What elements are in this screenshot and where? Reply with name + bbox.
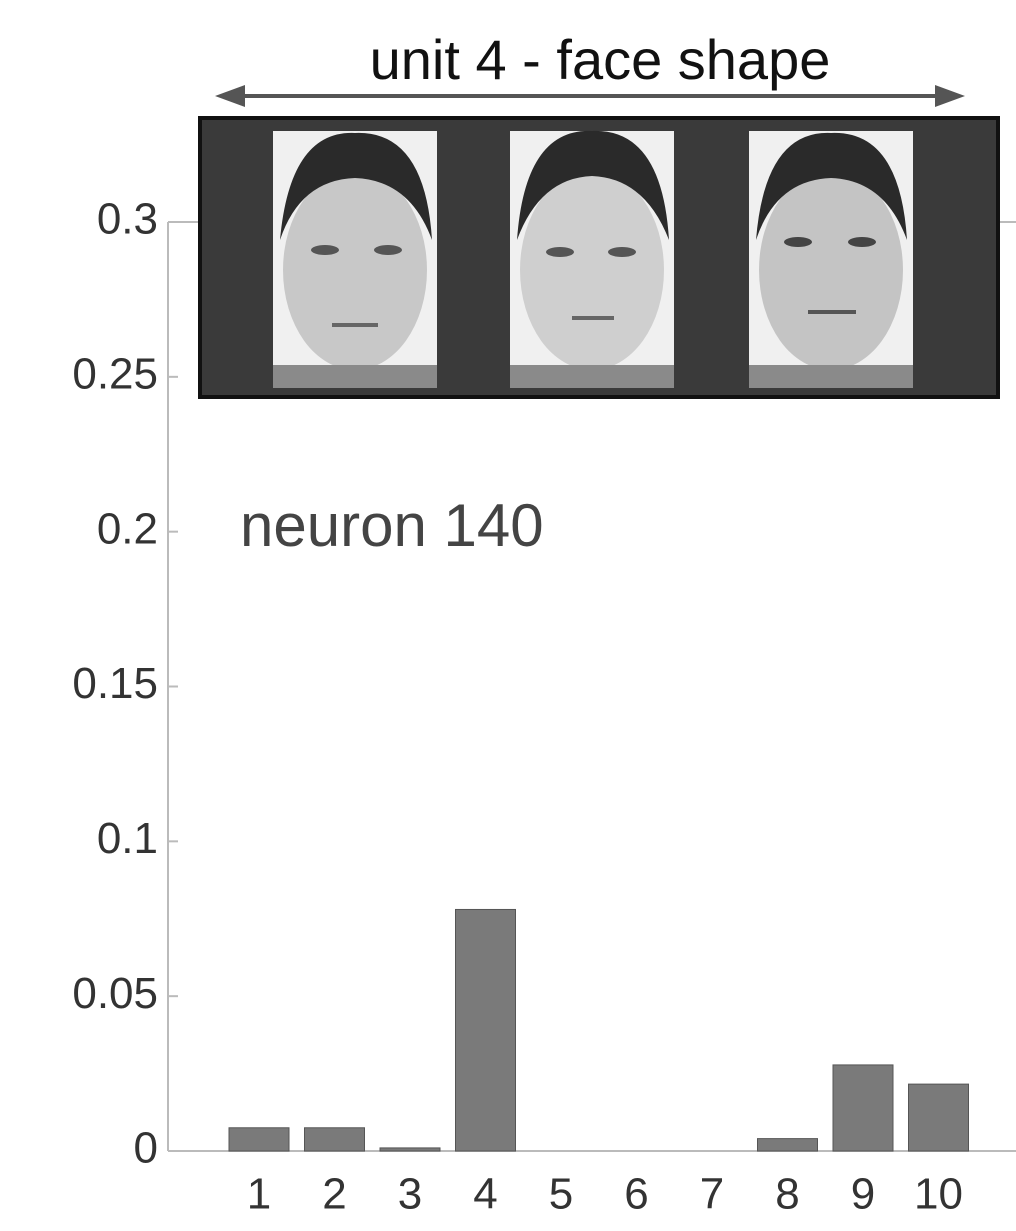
bar	[455, 908, 516, 1152]
x-tick-label: 6	[624, 1170, 648, 1219]
y-tick-label: 0.2	[97, 504, 158, 553]
bar	[757, 1138, 818, 1152]
x-tick-label: 7	[700, 1170, 724, 1219]
face-image	[273, 131, 437, 388]
bar	[379, 1147, 441, 1152]
y-tick-label: 0.15	[72, 659, 158, 708]
x-tick-label: 4	[473, 1170, 497, 1219]
x-tick-label: 2	[322, 1170, 346, 1219]
bar	[228, 1127, 290, 1152]
annotation: neuron 140	[240, 492, 544, 559]
x-tick-label: 8	[775, 1170, 799, 1219]
x-tick-label: 1	[247, 1170, 271, 1219]
y-tick-label: 0.1	[97, 814, 158, 863]
y-tick-label: 0.3	[97, 195, 158, 244]
bar	[908, 1083, 969, 1152]
x-tick-label: 10	[914, 1170, 963, 1219]
y-tick-label: 0.25	[72, 349, 158, 398]
face-image	[749, 131, 913, 388]
double-arrow	[215, 85, 965, 107]
x-tick-label: 9	[851, 1170, 875, 1219]
face-image	[510, 130, 674, 388]
x-tick-label: 5	[549, 1170, 573, 1219]
chart-title: unit 4 - face shape	[370, 28, 831, 91]
y-tick-label: 0	[134, 1124, 158, 1173]
bar	[304, 1127, 365, 1152]
face-panel	[198, 116, 1000, 399]
bar	[832, 1064, 894, 1152]
y-tick-label: 0.05	[72, 969, 158, 1018]
x-tick-label: 3	[398, 1170, 422, 1219]
